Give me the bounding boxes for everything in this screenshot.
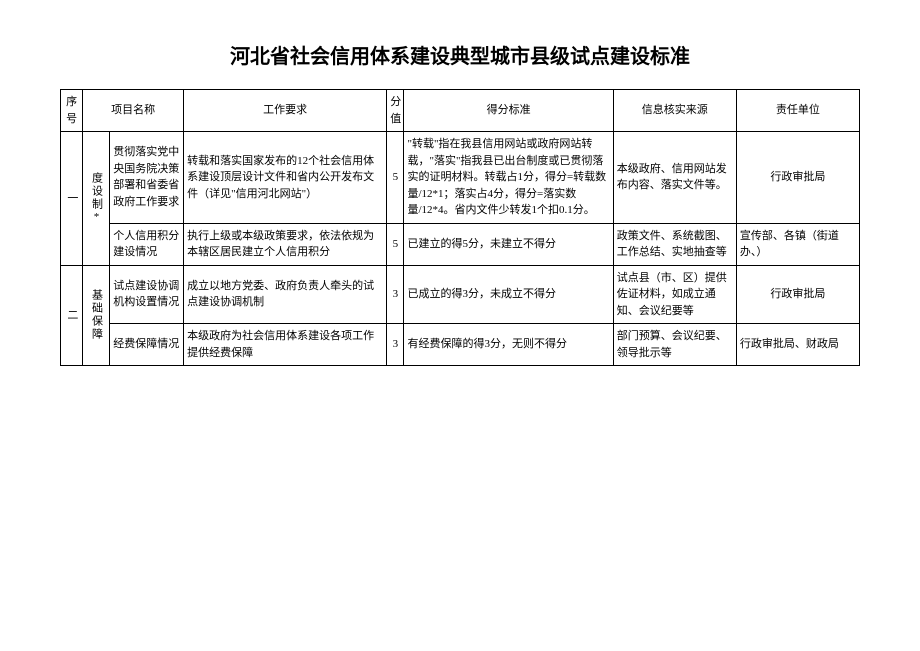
responsible-cell: 行政审批局、财政局 bbox=[736, 324, 859, 366]
score-cell: 3 bbox=[387, 324, 404, 366]
standard-cell: 已建立的得5分，未建立不得分 bbox=[404, 223, 613, 265]
header-row: 序号 项目名称 工作要求 分值 得分标准 信息核实来源 责任单位 bbox=[61, 90, 860, 132]
score-cell: 5 bbox=[387, 223, 404, 265]
standard-cell: "转载"指在我县信用网站或政府网站转载，"落实"指我县已出台制度或已贯彻落实的证… bbox=[404, 132, 613, 224]
seq-cell: 一 bbox=[61, 132, 83, 266]
standards-table: 序号 项目名称 工作要求 分值 得分标准 信息核实来源 责任单位 一 度设制* … bbox=[60, 89, 860, 366]
source-cell: 政策文件、系统截图、工作总结、实地抽查等 bbox=[613, 223, 736, 265]
standard-cell: 有经费保障的得3分，无则不得分 bbox=[404, 324, 613, 366]
responsible-cell: 宣传部、各镇（街道办、） bbox=[736, 223, 859, 265]
category-cell: 度设制* bbox=[83, 132, 110, 266]
score-cell: 5 bbox=[387, 132, 404, 224]
header-responsible: 责任单位 bbox=[736, 90, 859, 132]
header-source: 信息核实来源 bbox=[613, 90, 736, 132]
source-cell: 本级政府、信用网站发布内容、落实文件等。 bbox=[613, 132, 736, 224]
requirement-cell: 执行上级或本级政策要求，依法依规为本辖区居民建立个人信用积分 bbox=[184, 223, 387, 265]
table-row: 经费保障情况 本级政府为社会信用体系建设各项工作提供经费保障 3 有经费保障的得… bbox=[61, 324, 860, 366]
responsible-cell: 行政审批局 bbox=[736, 265, 859, 324]
category-cell: 基础保障 bbox=[83, 265, 110, 366]
header-seq: 序号 bbox=[61, 90, 83, 132]
responsible-cell: 行政审批局 bbox=[736, 132, 859, 224]
table-row: 二 基础保障 试点建设协调机构设置情况 成立以地方党委、政府负责人牵头的试点建设… bbox=[61, 265, 860, 324]
source-cell: 试点县（市、区）提供佐证材料，如成立通知、会议纪要等 bbox=[613, 265, 736, 324]
table-row: 一 度设制* 贯彻落实党中央国务院决策部署和省委省政府工作要求 转载和落实国家发… bbox=[61, 132, 860, 224]
standard-cell: 已成立的得3分，未成立不得分 bbox=[404, 265, 613, 324]
requirement-cell: 转载和落实国家发布的12个社会信用体系建设顶层设计文件和省内公开发布文件（详见"… bbox=[184, 132, 387, 224]
project-cell: 贯彻落实党中央国务院决策部署和省委省政府工作要求 bbox=[110, 132, 184, 224]
page-title: 河北省社会信用体系建设典型城市县级试点建设标准 bbox=[60, 40, 860, 69]
seq-cell: 二 bbox=[61, 265, 83, 366]
header-requirement: 工作要求 bbox=[184, 90, 387, 132]
requirement-cell: 本级政府为社会信用体系建设各项工作提供经费保障 bbox=[184, 324, 387, 366]
project-cell: 试点建设协调机构设置情况 bbox=[110, 265, 184, 324]
table-row: 个人信用积分建设情况 执行上级或本级政策要求，依法依规为本辖区居民建立个人信用积… bbox=[61, 223, 860, 265]
project-cell: 经费保障情况 bbox=[110, 324, 184, 366]
project-cell: 个人信用积分建设情况 bbox=[110, 223, 184, 265]
score-cell: 3 bbox=[387, 265, 404, 324]
header-score: 分值 bbox=[387, 90, 404, 132]
header-standard: 得分标准 bbox=[404, 90, 613, 132]
header-project: 项目名称 bbox=[83, 90, 184, 132]
requirement-cell: 成立以地方党委、政府负责人牵头的试点建设协调机制 bbox=[184, 265, 387, 324]
source-cell: 部门预算、会议纪要、领导批示等 bbox=[613, 324, 736, 366]
